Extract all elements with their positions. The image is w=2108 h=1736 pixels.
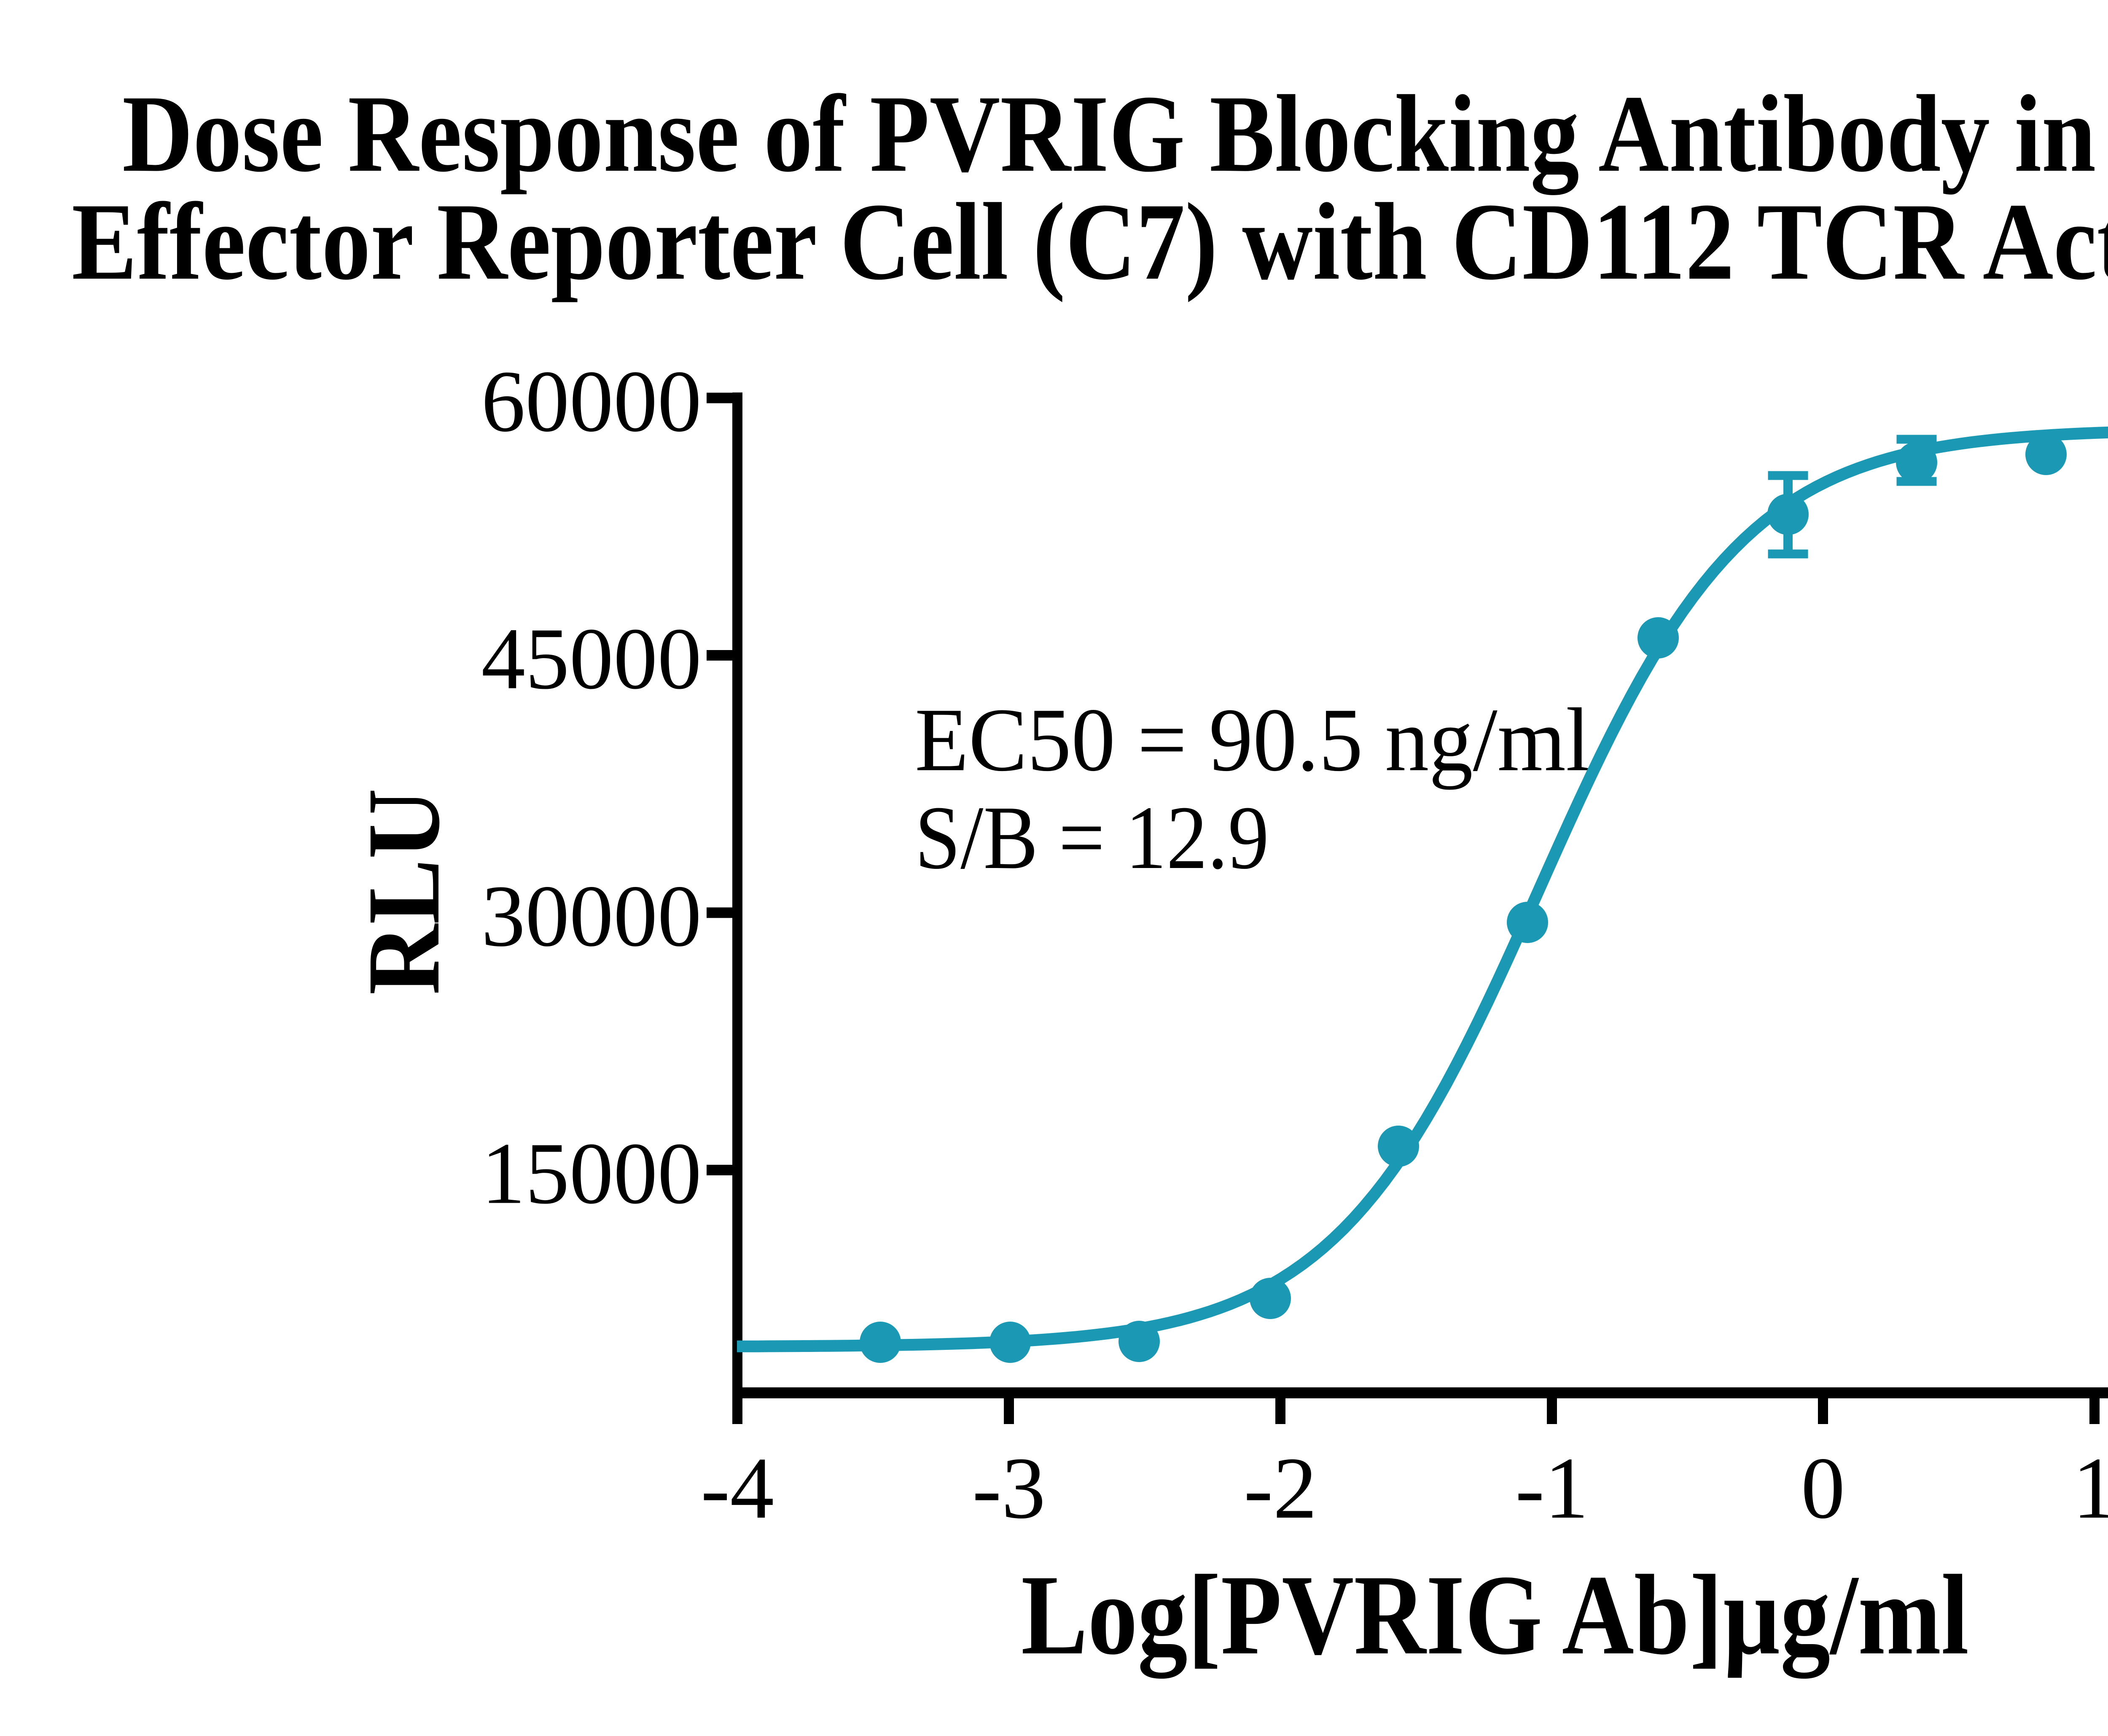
svg-text:-2: -2	[1244, 1440, 1317, 1537]
svg-text:45000: 45000	[481, 610, 702, 708]
svg-text:EC50 = 90.5 ng/ml: EC50 = 90.5 ng/ml	[915, 689, 1590, 790]
svg-text:60000: 60000	[481, 353, 702, 450]
svg-text:Effector Reporter Cell (C7) wi: Effector Reporter Cell (C7) with CD112 T…	[72, 180, 2108, 303]
svg-text:RLU: RLU	[347, 788, 461, 995]
svg-text:Dose Response of PVRIG Blockin: Dose Response of PVRIG Blocking Antibody…	[122, 73, 2108, 196]
svg-text:S/B = 12.9: S/B = 12.9	[915, 787, 1269, 888]
svg-text:1: 1	[2073, 1440, 2108, 1537]
svg-text:-4: -4	[701, 1440, 774, 1537]
svg-text:-1: -1	[1515, 1440, 1589, 1537]
svg-text:15000: 15000	[481, 1125, 702, 1223]
svg-text:-3: -3	[972, 1440, 1046, 1537]
svg-text:30000: 30000	[481, 868, 702, 965]
svg-text:Log[PVRIG Ab]µg/ml: Log[PVRIG Ab]µg/ml	[1021, 1551, 1969, 1680]
svg-text:0: 0	[1801, 1440, 1845, 1537]
